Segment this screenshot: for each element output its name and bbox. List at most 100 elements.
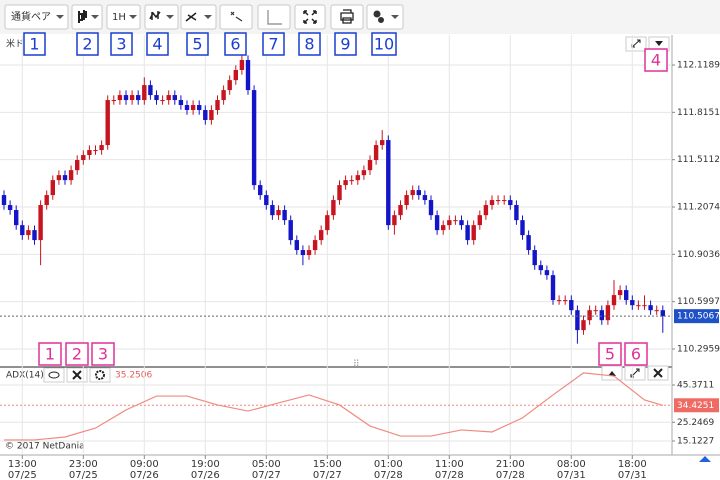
candle-body — [398, 205, 403, 216]
settings-button[interactable] — [366, 4, 404, 30]
candle-body — [251, 90, 257, 186]
x-tick-label: 01:00 — [374, 459, 403, 470]
y-tick-label: 111.8151 — [677, 108, 720, 118]
candle-body — [544, 270, 550, 276]
candle-body — [465, 225, 470, 241]
candle-body — [38, 205, 43, 241]
candle-body — [349, 180, 354, 182]
candle-body — [190, 105, 196, 111]
candle-body — [605, 305, 611, 321]
x-tick-label: 18:00 — [618, 459, 647, 470]
candle-body — [44, 195, 49, 206]
candle-body — [331, 200, 336, 216]
candle-body — [142, 85, 147, 101]
candle-body — [373, 145, 379, 161]
callout-box — [186, 32, 209, 56]
candle-body — [197, 105, 202, 111]
fullscreen-icon — [303, 10, 317, 24]
x-tick-label: 05:00 — [252, 459, 281, 470]
dropdown-arrow — [166, 15, 174, 19]
callout-number: 7 — [268, 35, 278, 54]
callout-number: 3 — [116, 35, 126, 54]
candle-body — [32, 230, 37, 241]
pair-button[interactable] — [4, 4, 69, 30]
eye-icon — [48, 371, 60, 379]
candle-body — [489, 200, 495, 206]
candle-body — [459, 220, 464, 226]
y-tick-label: 15.1227 — [677, 437, 714, 447]
candle-body — [319, 230, 324, 241]
layout-button[interactable] — [257, 4, 291, 30]
indicator-button[interactable] — [144, 4, 179, 30]
candle-body — [636, 305, 641, 307]
candle-body — [93, 150, 98, 152]
callout-box — [65, 342, 89, 366]
candle-body — [245, 60, 251, 91]
callout-box — [598, 342, 622, 366]
candle-body — [630, 300, 635, 306]
callout-number: 9 — [340, 35, 350, 54]
candle-body — [447, 220, 452, 226]
pair-label: 通貨ペア — [11, 10, 51, 23]
scroll-up-button[interactable] — [699, 456, 711, 462]
callout-number: 6 — [631, 345, 641, 364]
y-tick-label: 110.5997 — [677, 297, 720, 307]
candle-body — [520, 220, 525, 236]
down-icon — [655, 41, 663, 46]
dropdown-arrow — [204, 15, 212, 19]
candle-body — [434, 215, 440, 231]
candle-body — [428, 200, 434, 216]
candle-body — [343, 180, 348, 186]
candle-body — [294, 240, 299, 251]
candle-body — [123, 95, 129, 101]
candle-body — [355, 175, 360, 181]
candle-body — [617, 290, 623, 296]
settings-button[interactable] — [89, 367, 111, 383]
last-value-label: 34.4251 — [677, 401, 714, 411]
candle-body — [422, 195, 428, 201]
callout-number: 3 — [98, 345, 108, 364]
candle-body — [227, 80, 232, 91]
candle-body — [386, 140, 391, 226]
candle-body — [587, 310, 592, 321]
candle-body — [20, 225, 25, 236]
candle-body — [239, 60, 245, 70]
candle-body — [209, 110, 214, 120]
candle-body — [654, 310, 659, 312]
candle-icon — [78, 10, 87, 23]
y-tick-label: 110.9036 — [677, 250, 720, 260]
candle-body — [56, 175, 62, 181]
interval-label: 1H — [112, 12, 126, 23]
x-date-label: 07/31 — [557, 470, 586, 480]
callout-box — [91, 342, 115, 366]
interval-button[interactable] — [106, 4, 141, 30]
gear-icon — [95, 370, 105, 380]
draw-button[interactable] — [180, 4, 217, 30]
last-price-box — [674, 309, 719, 324]
callout-number: 4 — [651, 51, 661, 70]
x-date-label: 07/25 — [8, 470, 37, 480]
candle-body — [111, 100, 116, 102]
candle-body — [508, 200, 513, 206]
candle-body — [312, 240, 318, 251]
visibility-button[interactable] — [43, 367, 65, 383]
candle-body — [367, 160, 373, 171]
candle-body — [26, 230, 31, 236]
candle-body — [325, 215, 330, 231]
candle-body — [410, 190, 415, 196]
callout-number: 2 — [82, 35, 92, 54]
callout-box — [38, 342, 62, 366]
candle-body — [117, 95, 123, 101]
candle-body — [416, 190, 421, 196]
x-date-label: 07/27 — [313, 470, 342, 480]
candle-body — [62, 175, 68, 181]
close-icon — [653, 368, 663, 378]
candle-body — [642, 305, 647, 307]
candle-body — [361, 170, 367, 176]
fullscreen-button[interactable] — [294, 4, 326, 30]
x-tick-label: 13:00 — [8, 459, 37, 470]
x-tick-label: 23:00 — [69, 459, 98, 470]
callout-box — [262, 32, 285, 56]
